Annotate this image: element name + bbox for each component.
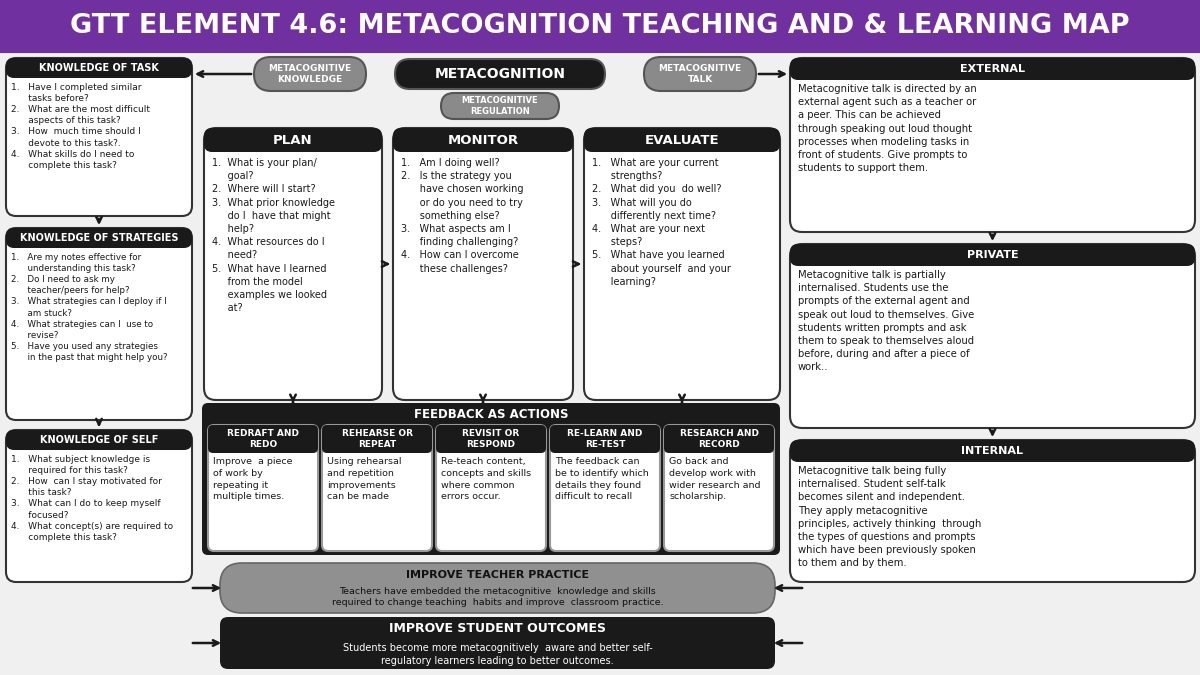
Text: REVISIT OR
RESPOND: REVISIT OR RESPOND (462, 429, 520, 449)
Text: METACOGNITION: METACOGNITION (434, 67, 565, 81)
Text: IMPROVE STUDENT OUTCOMES: IMPROVE STUDENT OUTCOMES (389, 622, 606, 635)
FancyBboxPatch shape (6, 430, 192, 582)
Text: INTERNAL: INTERNAL (961, 446, 1024, 456)
FancyBboxPatch shape (208, 425, 318, 551)
Text: 1.   Have I completed similar
      tasks before?
2.   What are the most difficu: 1. Have I completed similar tasks before… (11, 83, 150, 169)
FancyBboxPatch shape (394, 128, 574, 400)
FancyBboxPatch shape (550, 425, 660, 551)
FancyBboxPatch shape (6, 58, 192, 78)
FancyBboxPatch shape (202, 403, 780, 555)
Text: METACOGNITIVE
KNOWLEDGE: METACOGNITIVE KNOWLEDGE (269, 64, 352, 84)
Text: 1.   Are my notes effective for
      understanding this task?
2.   Do I need to: 1. Are my notes effective for understand… (11, 253, 168, 362)
Text: GTT ELEMENT 4.6: METACOGNITION TEACHING AND & LEARNING MAP: GTT ELEMENT 4.6: METACOGNITION TEACHING … (70, 13, 1130, 39)
Text: EVALUATE: EVALUATE (644, 134, 719, 146)
Text: Metacognitive talk is directed by an
external agent such as a teacher or
a peer.: Metacognitive talk is directed by an ext… (798, 84, 977, 173)
Text: KNOWLEDGE OF STRATEGIES: KNOWLEDGE OF STRATEGIES (19, 233, 179, 243)
Text: REDRAFT AND
REDO: REDRAFT AND REDO (227, 429, 299, 449)
Text: RESEARCH AND
RECORD: RESEARCH AND RECORD (679, 429, 758, 449)
Text: 1.   Am I doing well?
2.   Is the strategy you
      have chosen working
      o: 1. Am I doing well? 2. Is the strategy y… (401, 158, 523, 273)
Text: REHEARSE OR
REPEAT: REHEARSE OR REPEAT (342, 429, 413, 449)
Text: Improve  a piece
of work by
repeating it
multiple times.: Improve a piece of work by repeating it … (214, 457, 293, 502)
Text: KNOWLEDGE OF TASK: KNOWLEDGE OF TASK (40, 63, 158, 73)
FancyBboxPatch shape (6, 228, 192, 420)
Text: Metacognitive talk is partially
internalised. Students use the
prompts of the ex: Metacognitive talk is partially internal… (798, 270, 974, 373)
FancyBboxPatch shape (790, 58, 1195, 232)
FancyBboxPatch shape (664, 425, 774, 453)
FancyBboxPatch shape (6, 430, 192, 450)
Text: FEEDBACK AS ACTIONS: FEEDBACK AS ACTIONS (414, 408, 569, 421)
FancyBboxPatch shape (220, 617, 775, 669)
FancyBboxPatch shape (436, 425, 546, 551)
FancyBboxPatch shape (790, 244, 1195, 266)
FancyBboxPatch shape (0, 0, 1200, 52)
FancyBboxPatch shape (790, 58, 1195, 80)
FancyBboxPatch shape (204, 128, 382, 152)
FancyBboxPatch shape (790, 440, 1195, 462)
FancyBboxPatch shape (790, 440, 1195, 582)
FancyBboxPatch shape (322, 425, 432, 453)
FancyBboxPatch shape (644, 57, 756, 91)
FancyBboxPatch shape (584, 128, 780, 152)
Text: Using rehearsal
and repetition
improvements
can be made: Using rehearsal and repetition improveme… (326, 457, 402, 502)
Text: Metacognitive talk being fully
internalised. Student self-talk
becomes silent an: Metacognitive talk being fully internali… (798, 466, 982, 568)
FancyBboxPatch shape (790, 244, 1195, 428)
Text: 1.  What is your plan/
     goal?
2.  Where will I start?
3.  What prior knowled: 1. What is your plan/ goal? 2. Where wil… (212, 158, 335, 313)
Text: Go back and
develop work with
wider research and
scholarship.: Go back and develop work with wider rese… (670, 457, 761, 502)
Text: EXTERNAL: EXTERNAL (960, 64, 1025, 74)
Text: KNOWLEDGE OF SELF: KNOWLEDGE OF SELF (40, 435, 158, 445)
FancyBboxPatch shape (395, 59, 605, 89)
FancyBboxPatch shape (254, 57, 366, 91)
Text: The feedback can
be to identify which
details they found
difficult to recall: The feedback can be to identify which de… (554, 457, 649, 502)
FancyBboxPatch shape (322, 425, 432, 551)
Text: Students become more metacognitively  aware and better self-
regulatory learners: Students become more metacognitively awa… (343, 643, 653, 666)
FancyBboxPatch shape (664, 425, 774, 551)
Text: PLAN: PLAN (274, 134, 313, 146)
Text: METACOGNITIVE
TALK: METACOGNITIVE TALK (659, 64, 742, 84)
Text: 1.   What subject knowledge is
      required for this task?
2.   How  can I sta: 1. What subject knowledge is required fo… (11, 455, 173, 542)
Text: PRIVATE: PRIVATE (967, 250, 1019, 260)
FancyBboxPatch shape (584, 128, 780, 400)
FancyBboxPatch shape (394, 128, 574, 152)
FancyBboxPatch shape (220, 563, 775, 613)
Text: Re-teach content,
concepts and skills
where common
errors occur.: Re-teach content, concepts and skills wh… (442, 457, 532, 502)
Text: METACOGNITIVE
REGULATION: METACOGNITIVE REGULATION (462, 96, 539, 116)
FancyBboxPatch shape (6, 228, 192, 248)
FancyBboxPatch shape (550, 425, 660, 453)
Text: IMPROVE TEACHER PRACTICE: IMPROVE TEACHER PRACTICE (406, 570, 589, 580)
Text: RE-LEARN AND
RE-TEST: RE-LEARN AND RE-TEST (568, 429, 643, 449)
FancyBboxPatch shape (436, 425, 546, 453)
FancyBboxPatch shape (442, 93, 559, 119)
FancyBboxPatch shape (6, 58, 192, 216)
Text: 1.   What are your current
      strengths?
2.   What did you  do well?
3.   Wha: 1. What are your current strengths? 2. W… (592, 158, 731, 287)
FancyBboxPatch shape (204, 128, 382, 400)
Text: Teachers have embedded the metacognitive  knowledge and skills
required to chang: Teachers have embedded the metacognitive… (331, 587, 664, 608)
FancyBboxPatch shape (208, 425, 318, 453)
Text: MONITOR: MONITOR (448, 134, 518, 146)
